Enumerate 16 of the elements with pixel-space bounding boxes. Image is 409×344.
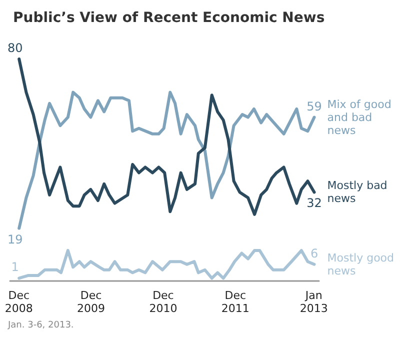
chart-title: Public’s View of Recent Economic News [13,10,325,26]
data-label: 6 [310,246,318,260]
series-label: Mix of good and bad news [327,98,395,137]
data-label: 19 [7,232,23,246]
text: Jan. 3-6, 2013. [7,320,74,330]
x-tick-label: Dec 2010 [149,289,178,315]
series-label: Mostly bad news [327,179,391,206]
x-tick-label: Dec 2008 [4,289,33,315]
x-tick-label: Dec 2011 [221,289,250,315]
data-label: 32 [306,196,322,210]
x-tick-label: Jan 2013 [300,289,328,315]
series-label: Mostly good news [327,251,398,278]
data-label: 59 [306,99,322,114]
data-label: 1 [11,260,19,274]
x-tick-label: Dec 2009 [77,289,106,315]
data-label: 80 [7,41,23,55]
